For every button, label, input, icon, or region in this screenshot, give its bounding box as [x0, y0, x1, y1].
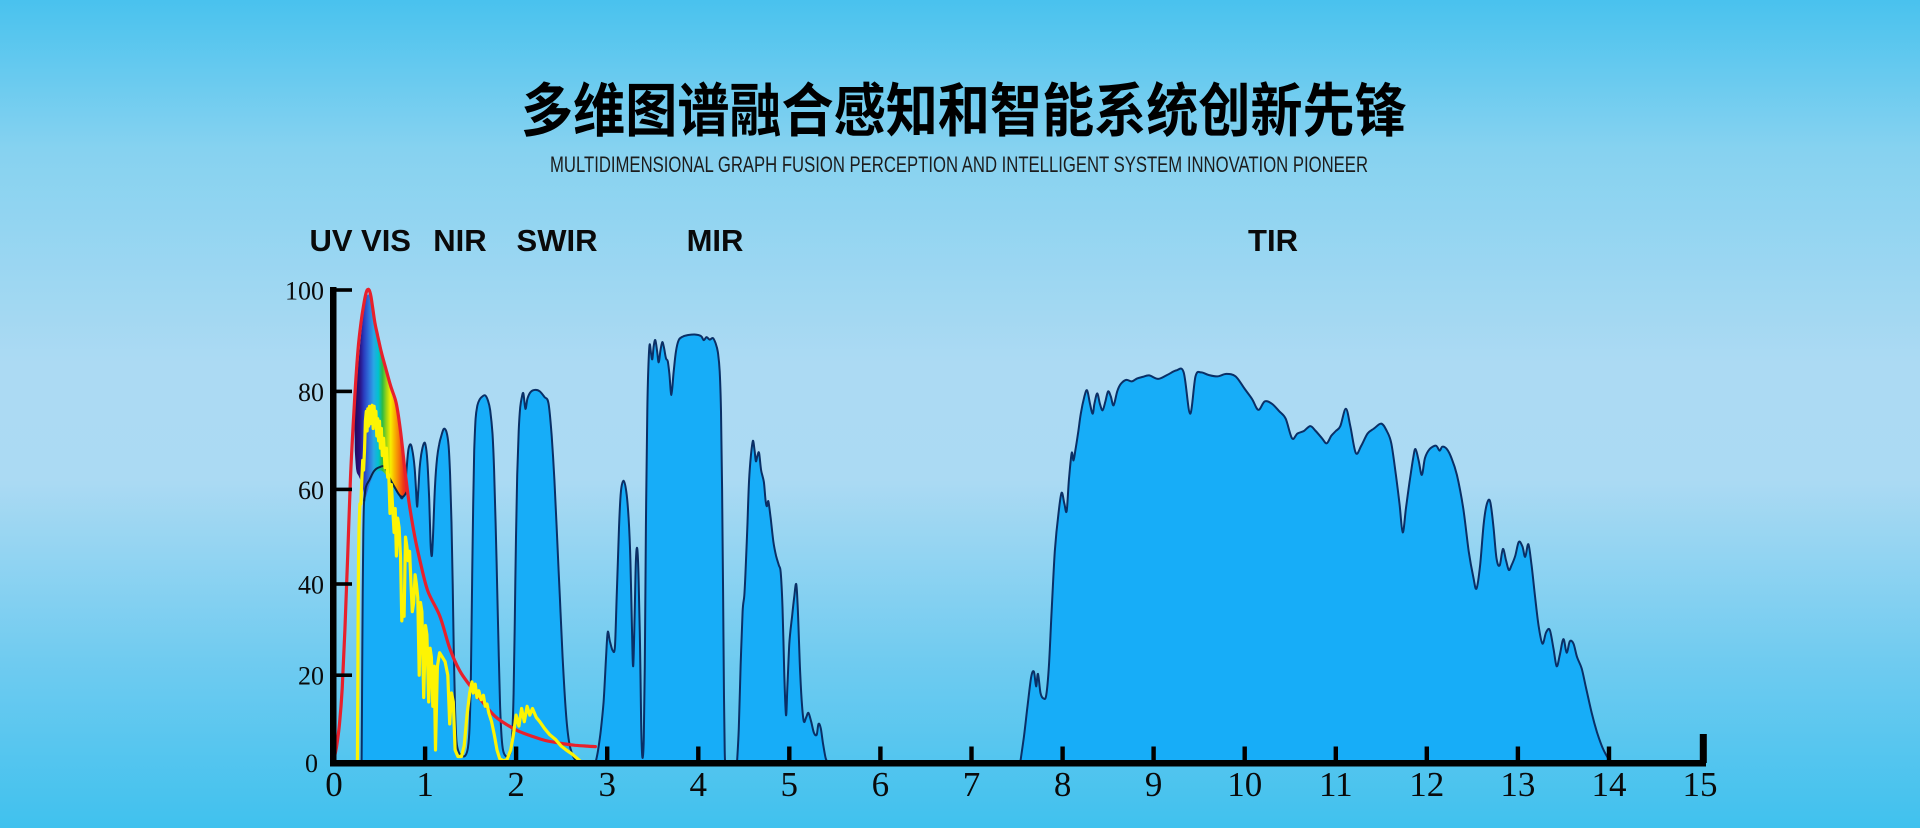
svg-text:VIS: VIS	[361, 223, 411, 258]
svg-text:MIR: MIR	[687, 223, 744, 258]
svg-text:1: 1	[416, 765, 434, 804]
svg-text:6: 6	[872, 765, 890, 804]
svg-text:2: 2	[507, 765, 525, 804]
svg-text:SWIR: SWIR	[517, 223, 598, 258]
svg-text:4: 4	[690, 765, 708, 804]
svg-text:100: 100	[285, 277, 324, 306]
svg-text:3: 3	[598, 765, 616, 804]
svg-text:NIR: NIR	[433, 223, 486, 258]
svg-text:UV: UV	[309, 223, 352, 258]
svg-text:80: 80	[298, 378, 324, 407]
svg-text:40: 40	[298, 571, 324, 600]
svg-text:14: 14	[1592, 765, 1627, 804]
svg-text:20: 20	[298, 662, 324, 691]
svg-text:13: 13	[1500, 765, 1535, 804]
svg-text:0: 0	[305, 749, 318, 778]
svg-text:MULTIDIMENSIONAL GRAPH FUSION: MULTIDIMENSIONAL GRAPH FUSION PERCEPTION…	[550, 152, 1368, 177]
svg-text:15: 15	[1683, 765, 1718, 804]
svg-text:12: 12	[1409, 765, 1444, 804]
svg-text:60: 60	[298, 476, 324, 505]
svg-text:0: 0	[325, 765, 343, 804]
svg-text:10: 10	[1227, 765, 1262, 804]
svg-text:7: 7	[963, 765, 981, 804]
svg-text:9: 9	[1145, 765, 1163, 804]
svg-text:5: 5	[781, 765, 799, 804]
svg-text:11: 11	[1319, 765, 1353, 804]
svg-text:TIR: TIR	[1248, 223, 1298, 258]
svg-text:8: 8	[1054, 765, 1072, 804]
